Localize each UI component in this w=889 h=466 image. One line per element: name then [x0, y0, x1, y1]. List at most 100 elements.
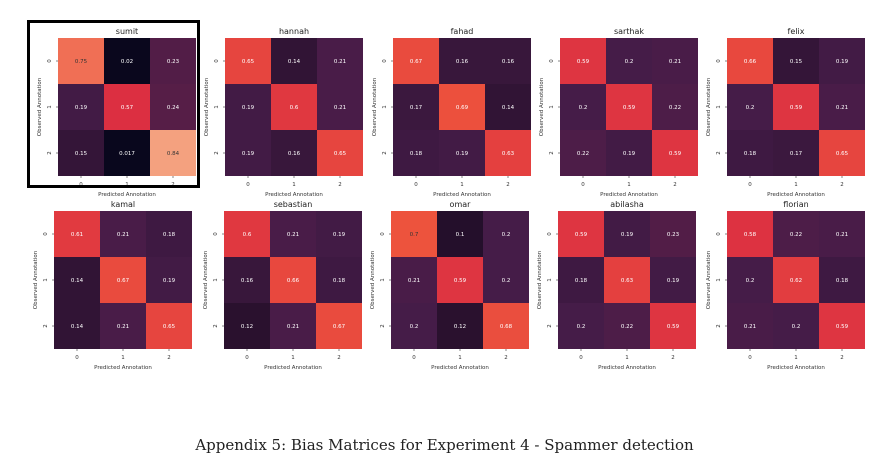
x-tick-label: 0	[748, 355, 752, 361]
x-axis-label: Predicted Annotation	[431, 365, 489, 371]
cell-value-label: 0.62	[790, 278, 802, 284]
cell-value-label: 0.22	[669, 105, 681, 111]
heatmap-cell	[485, 130, 531, 176]
y-tick-label: 1	[716, 105, 722, 109]
cell-value-label: 0.18	[163, 232, 176, 238]
x-tick-label: 0	[245, 355, 249, 361]
cell-value-label: 0.21	[744, 324, 756, 330]
heatmap-cell	[270, 257, 316, 303]
cell-value-label: 0.17	[410, 105, 423, 111]
cell-value-label: 0.24	[167, 105, 180, 111]
heatmap-cell	[727, 84, 773, 130]
cell-value-label: 0.017	[119, 151, 135, 157]
heatmap-cell	[224, 257, 270, 303]
heatmap-cell	[819, 84, 865, 130]
cell-value-label: 0.22	[577, 151, 589, 157]
heatmap-cell	[439, 84, 485, 130]
y-tick-label: 2	[47, 151, 53, 155]
heatmap-cell	[317, 84, 363, 130]
heatmap-cell	[485, 38, 531, 84]
y-tick-label: 2	[43, 324, 49, 328]
cell-value-label: 0.21	[836, 105, 848, 111]
heatmap-cell	[606, 38, 652, 84]
heatmap-cell	[393, 38, 439, 84]
heatmap-cell	[54, 211, 100, 257]
cell-value-label: 0.22	[790, 232, 802, 238]
cell-value-label: 0.17	[790, 151, 803, 157]
y-tick-label: 0	[213, 232, 219, 236]
heatmap-cell	[54, 257, 100, 303]
cell-value-label: 0.58	[744, 232, 757, 238]
heatmap-cell	[727, 303, 773, 349]
cell-value-label: 0.59	[575, 232, 588, 238]
x-axis-label: Predicted Annotation	[98, 192, 156, 198]
heatmap-cell	[437, 303, 483, 349]
heatmap-cell	[727, 211, 773, 257]
y-axis-label: Observed Annotation	[203, 250, 209, 309]
x-tick-label: 0	[748, 182, 752, 188]
cell-value-label: 0.2	[502, 232, 511, 238]
cell-value-label: 0.19	[75, 105, 88, 111]
heatmap-cell	[558, 303, 604, 349]
heatmap-cell	[483, 211, 529, 257]
x-tick-label: 2	[167, 355, 171, 361]
x-tick-label: 1	[794, 355, 798, 361]
heatmap-cell	[58, 130, 104, 176]
x-tick-label: 1	[460, 182, 464, 188]
x-tick-label: 2	[504, 355, 508, 361]
y-axis-label: Observed Annotation	[33, 250, 39, 309]
y-tick-label: 1	[47, 105, 53, 109]
heatmap-cell	[437, 257, 483, 303]
cell-value-label: 0.16	[288, 151, 301, 157]
cell-value-label: 0.19	[242, 151, 255, 157]
x-tick-label: 0	[75, 355, 79, 361]
y-tick-label: 2	[382, 151, 388, 155]
y-tick-label: 2	[380, 324, 386, 328]
y-tick-label: 1	[716, 278, 722, 282]
heatmap-cell	[560, 130, 606, 176]
heatmap-cell	[773, 130, 819, 176]
x-tick-label: 1	[458, 355, 462, 361]
heatmap-cell	[558, 257, 604, 303]
heatmap-cell	[150, 130, 196, 176]
cell-value-label: 0.67	[117, 278, 130, 284]
cell-value-label: 0.18	[744, 151, 757, 157]
heatmap-cell	[104, 38, 150, 84]
y-axis-label: Observed Annotation	[37, 77, 43, 136]
panel-title: hannah	[279, 27, 309, 36]
heatmap-cell	[317, 38, 363, 84]
cell-value-label: 0.21	[117, 232, 129, 238]
heatmap-cell	[316, 257, 362, 303]
cell-value-label: 0.21	[334, 59, 346, 65]
heatmap-cell	[652, 130, 698, 176]
cell-value-label: 0.57	[121, 105, 134, 111]
cell-value-label: 0.2	[746, 105, 755, 111]
x-tick-label: 2	[840, 355, 844, 361]
cell-value-label: 0.19	[333, 232, 346, 238]
panel-title: florian	[783, 200, 808, 209]
cell-value-label: 0.14	[71, 324, 84, 330]
cell-value-label: 0.14	[288, 59, 301, 65]
y-tick-label: 0	[549, 59, 555, 63]
cell-value-label: 0.21	[117, 324, 129, 330]
heatmap-cell	[560, 84, 606, 130]
y-axis-label: Observed Annotation	[706, 250, 712, 309]
heatmap-cell	[271, 38, 317, 84]
x-tick-label: 1	[292, 182, 296, 188]
heatmap-cell	[604, 211, 650, 257]
cell-value-label: 0.18	[333, 278, 346, 284]
cell-value-label: 0.75	[75, 59, 88, 65]
cell-value-label: 0.2	[410, 324, 419, 330]
cell-value-label: 0.2	[502, 278, 511, 284]
heatmap-cell	[483, 303, 529, 349]
cell-value-label: 0.16	[502, 59, 515, 65]
heatmap-cell	[650, 257, 696, 303]
panel-title: sumit	[116, 27, 138, 36]
cell-value-label: 0.61	[71, 232, 83, 238]
y-axis-label: Observed Annotation	[537, 250, 543, 309]
heatmap-cell	[606, 84, 652, 130]
x-tick-label: 0	[412, 355, 416, 361]
panel-title: felix	[788, 27, 805, 36]
heatmap-cell	[727, 130, 773, 176]
cell-value-label: 0.19	[667, 278, 680, 284]
